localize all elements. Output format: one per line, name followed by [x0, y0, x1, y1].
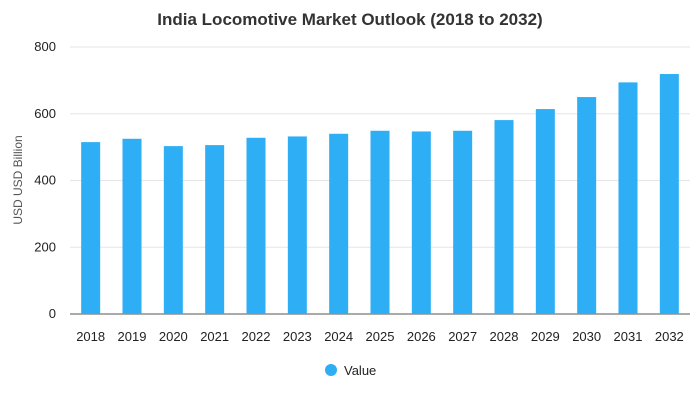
- y-tick-label: 200: [34, 239, 56, 254]
- chart-title: India Locomotive Market Outlook (2018 to…: [157, 10, 542, 29]
- x-tick-label-2022: 2022: [242, 329, 271, 344]
- x-tick-label-2029: 2029: [531, 329, 560, 344]
- y-tick-label: 0: [49, 306, 56, 321]
- bar-2025[interactable]: [370, 130, 390, 314]
- legend[interactable]: Value: [325, 363, 376, 378]
- bar-2018[interactable]: [81, 142, 101, 314]
- bar-2032[interactable]: [659, 74, 679, 314]
- y-tick-label: 400: [34, 173, 56, 188]
- x-tick-label-2024: 2024: [324, 329, 353, 344]
- bar-2030[interactable]: [577, 97, 597, 314]
- x-tick-label-2019: 2019: [118, 329, 147, 344]
- x-tick-label-2023: 2023: [283, 329, 312, 344]
- x-tick-label-2018: 2018: [76, 329, 105, 344]
- bar-2026[interactable]: [411, 131, 431, 314]
- y-axis-ticks: 0 200 400 600 800: [34, 39, 56, 321]
- x-tick-label-2026: 2026: [407, 329, 436, 344]
- bar-2029[interactable]: [535, 109, 555, 314]
- x-tick-label-2025: 2025: [366, 329, 395, 344]
- bar-2022[interactable]: [246, 137, 266, 314]
- bar-2020[interactable]: [163, 146, 183, 314]
- x-tick-label-2032: 2032: [655, 329, 684, 344]
- x-tick-label-2027: 2027: [448, 329, 477, 344]
- legend-label[interactable]: Value: [344, 363, 376, 378]
- x-tick-label-2028: 2028: [490, 329, 519, 344]
- x-tick-label-2030: 2030: [572, 329, 601, 344]
- bar-2021[interactable]: [205, 145, 225, 314]
- y-tick-label: 600: [34, 106, 56, 121]
- bars: [81, 74, 679, 314]
- x-axis-ticks: 2018 2019 2020 2021 2022 2023 2024 2025 2026 2027…: [76, 329, 684, 344]
- x-tick-label-2021: 2021: [200, 329, 229, 344]
- bar-2031[interactable]: [618, 82, 638, 314]
- y-tick-label: 800: [34, 39, 56, 54]
- bar-2023[interactable]: [287, 136, 307, 314]
- y-axis-label: USD USD Billion: [11, 135, 25, 224]
- legend-marker[interactable]: [325, 364, 337, 376]
- bar-2027[interactable]: [453, 130, 473, 314]
- x-tick-label-2031: 2031: [614, 329, 643, 344]
- bar-2028[interactable]: [494, 120, 514, 314]
- bar-2024[interactable]: [329, 133, 349, 314]
- x-tick-label-2020: 2020: [159, 329, 188, 344]
- bar-2019[interactable]: [122, 138, 142, 314]
